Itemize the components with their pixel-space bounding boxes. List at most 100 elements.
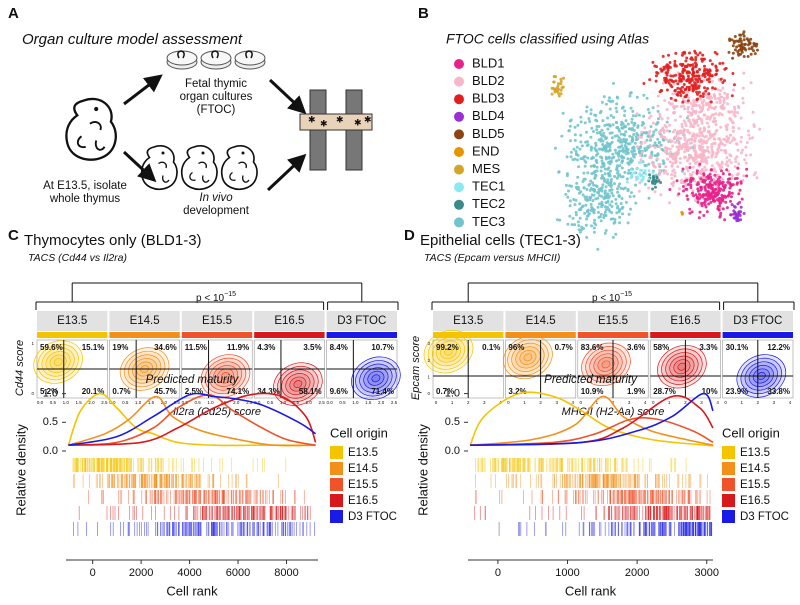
tsne-cell <box>582 186 586 190</box>
quadrant-percent: 28.7% <box>653 387 676 396</box>
tsne-cell <box>752 49 755 53</box>
tsne-cell <box>738 37 742 41</box>
tsne-cell <box>627 168 631 172</box>
tsne-cell <box>662 135 665 139</box>
tsne-cell <box>591 181 595 185</box>
embryo-outline <box>180 145 218 191</box>
tsne-cell <box>680 212 684 216</box>
tsne-cell <box>689 186 693 190</box>
tsne-cell <box>552 80 556 84</box>
tsne-cell <box>733 210 737 214</box>
tsne-cell <box>739 116 743 120</box>
tsne-cell <box>615 102 619 106</box>
tsne-cell <box>719 211 723 215</box>
tsne-cell <box>606 116 610 120</box>
tsne-cell <box>733 35 737 38</box>
tsne-cell <box>630 117 634 121</box>
tsne-cell <box>703 113 707 117</box>
tsne-cell <box>718 163 722 167</box>
tsne-cell <box>614 197 618 201</box>
tsne-cell <box>651 187 654 191</box>
tsne-cell <box>586 143 590 147</box>
legend-label: D3 FTOC <box>348 511 397 523</box>
embryo-eye <box>241 151 245 155</box>
quadrant-percent: 20.1% <box>82 387 105 396</box>
tsne-cell <box>697 182 700 186</box>
tsne-cell <box>589 108 593 112</box>
tsne-cell <box>592 211 596 215</box>
tsne-cell <box>683 172 687 176</box>
tsne-cell <box>574 152 578 156</box>
tsne-cell <box>647 111 651 115</box>
stage-color-bar <box>37 332 108 338</box>
isolate-text: At E13.5, isolate <box>43 180 127 192</box>
tsne-cell <box>691 191 694 195</box>
tsne-cell <box>578 202 582 206</box>
quadrant-percent: 11.9% <box>227 343 249 352</box>
tsne-cell <box>631 114 635 118</box>
tsne-cell <box>642 82 646 85</box>
tsne-cell <box>596 191 600 194</box>
tsne-cell <box>714 112 718 116</box>
tsne-cell <box>668 188 672 191</box>
tsne-cell <box>663 99 667 102</box>
tsne-cell <box>695 103 698 107</box>
tsne-cell <box>703 186 707 190</box>
tsne-cell <box>729 195 733 199</box>
tsne-cell <box>689 101 693 105</box>
tsne-cell <box>617 158 621 162</box>
tsne-cell <box>611 99 615 103</box>
tsne-cell <box>733 110 737 114</box>
tsne-cell <box>613 148 617 152</box>
tsne-cell <box>580 228 584 232</box>
tsne-cell <box>732 41 736 45</box>
tsne-cell <box>653 141 657 145</box>
tsne-cell <box>702 169 706 173</box>
tsne-cell <box>741 148 744 152</box>
quadrant-percent: 71.4% <box>371 387 394 396</box>
tsne-cell <box>736 166 740 170</box>
tsne-cell <box>579 120 583 124</box>
tsne-cell <box>589 203 593 206</box>
quadrant-percent: 19% <box>112 343 128 352</box>
quadrant-percent: 45.7% <box>154 387 177 396</box>
tsne-cell <box>677 136 680 140</box>
tsne-cell <box>737 127 741 130</box>
quadrant-percent: 74.1% <box>227 387 250 396</box>
culture-dish-top <box>234 50 266 66</box>
tsne-cell <box>723 218 727 222</box>
tsne-cell <box>740 42 744 46</box>
tsne-cell <box>701 176 705 179</box>
tsne-cell <box>696 53 700 57</box>
stage-name: D3 FTOC <box>337 315 386 327</box>
quadrant-percent: 11.5% <box>185 343 207 352</box>
stage-name: E15.5 <box>202 315 232 327</box>
stage-color-bar <box>326 332 397 338</box>
tsne-cell <box>691 156 695 160</box>
facs-tick: 2.5 <box>318 400 325 405</box>
tsne-cell <box>668 154 672 158</box>
y-tick-label: 0.0 <box>445 445 460 457</box>
tsne-cell <box>604 157 608 161</box>
legend-label: E14.5 <box>348 463 378 475</box>
facs-tick: 2 <box>757 400 760 405</box>
stage-color-bar <box>181 332 253 338</box>
tsne-cell <box>649 144 653 148</box>
tsne-cell <box>679 137 683 140</box>
tsne-cell <box>692 99 695 102</box>
tsne-cell <box>721 86 725 90</box>
tsne-cell <box>623 170 627 174</box>
stage-color-bar <box>722 332 793 338</box>
facs-tick: 1 <box>427 375 430 380</box>
tsne-cell <box>559 80 563 83</box>
panel-title: FTOC cells classified using Atlas <box>446 31 649 47</box>
embryo-limb <box>76 121 106 151</box>
tsne-cell <box>593 113 597 117</box>
tsne-cell <box>736 181 739 185</box>
tsne-cell <box>661 54 665 58</box>
tsne-cell <box>700 201 703 205</box>
tsne-cell <box>629 176 633 180</box>
tsne-cell <box>573 138 577 142</box>
tsne-cell <box>657 173 661 177</box>
density-curve <box>68 392 317 446</box>
